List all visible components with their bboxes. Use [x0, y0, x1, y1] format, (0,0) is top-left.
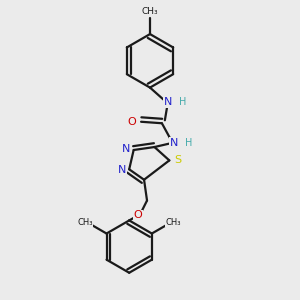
Text: CH₃: CH₃	[166, 218, 181, 227]
Text: N: N	[169, 138, 178, 148]
Text: CH₃: CH₃	[77, 218, 93, 227]
Text: N: N	[118, 165, 126, 175]
Text: N: N	[122, 144, 130, 154]
Text: H: H	[185, 138, 192, 148]
Text: O: O	[128, 117, 136, 127]
Text: N: N	[164, 98, 172, 107]
Text: S: S	[174, 155, 181, 165]
Text: O: O	[134, 210, 142, 220]
Text: CH₃: CH₃	[142, 7, 158, 16]
Text: H: H	[179, 98, 187, 107]
